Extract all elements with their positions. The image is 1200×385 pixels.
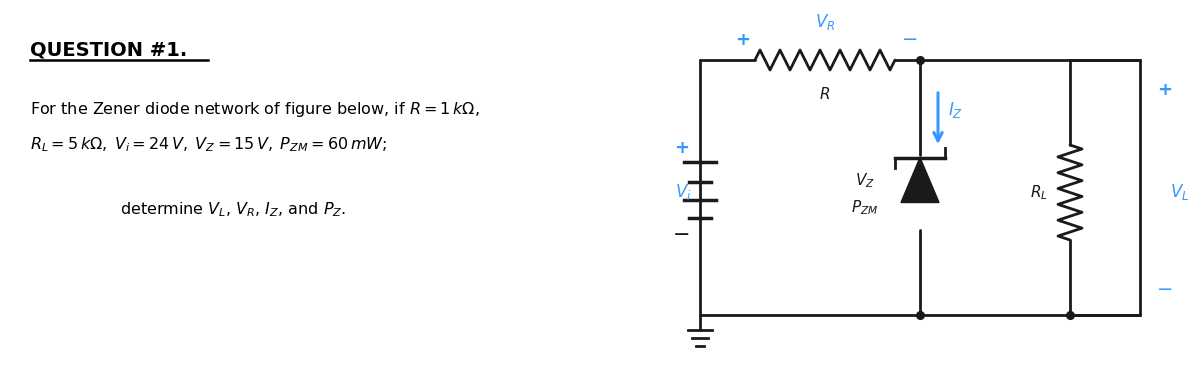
Text: $P_{ZM}$: $P_{ZM}$ [851,198,878,217]
Text: $V_i$: $V_i$ [676,182,692,202]
Text: −: − [673,225,691,245]
Text: +: + [1158,81,1172,99]
Text: $R$: $R$ [820,86,830,102]
Text: $R_L$: $R_L$ [1030,183,1048,202]
Text: determine $V_L$, $V_R$, $I_Z$, and $P_Z$.: determine $V_L$, $V_R$, $I_Z$, and $P_Z$… [120,200,347,219]
Text: For the Zener diode network of figure below, if $R = 1\,k\Omega$,: For the Zener diode network of figure be… [30,100,480,119]
Text: $I_Z$: $I_Z$ [948,100,964,120]
Text: −: − [902,30,918,50]
Text: $V_R$: $V_R$ [815,12,835,32]
Text: +: + [674,139,690,157]
Text: QUESTION #1.: QUESTION #1. [30,40,187,59]
Text: +: + [736,31,750,49]
Text: $V_Z$: $V_Z$ [856,171,875,190]
Text: $R_L = 5\,k\Omega,\;V_i = 24\,V,\;V_Z = 15\,V,\;P_{ZM} = 60\,mW$;: $R_L = 5\,k\Omega,\;V_i = 24\,V,\;V_Z = … [30,135,386,154]
Text: $V_L$: $V_L$ [1170,182,1189,203]
Polygon shape [901,157,940,203]
Text: −: − [1157,281,1174,300]
